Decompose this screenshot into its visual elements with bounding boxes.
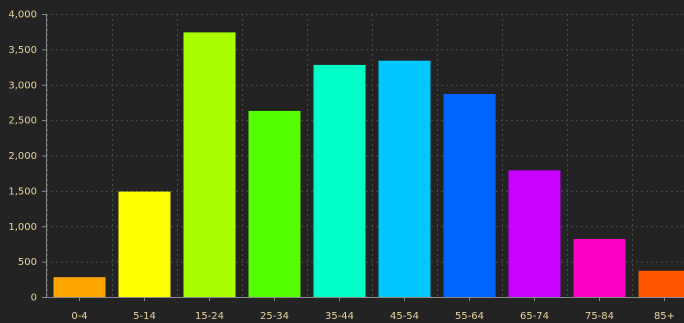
x-tick-label: 45-54 [390,311,419,322]
bar-35-44 [313,64,366,297]
x-tick-label: 65-74 [520,311,549,322]
y-tick-label: 2,000 [8,151,37,162]
y-tick-label: 4,000 [8,10,37,21]
bar-25-34 [248,110,301,298]
y-tick-label: 3,500 [8,45,37,56]
x-tick-label: 35-44 [325,311,354,322]
bars [53,32,684,298]
bar-85+ [638,270,684,297]
y-tick-label: 1,500 [8,186,37,197]
grid-lines [46,14,684,297]
y-tick-label: 3,000 [8,80,37,91]
x-tick-label: 85+ [654,311,675,322]
y-tick-label: 0 [31,293,37,304]
x-tick-label: 15-24 [195,311,224,322]
bar-0-4 [53,277,106,297]
y-tick-label: 500 [18,257,37,268]
y-tick-label: 2,500 [8,116,37,127]
x-tick-label: 75-84 [585,311,614,322]
bar-5-14 [118,191,171,297]
bar-75-84 [573,238,626,297]
bar-45-54 [378,60,431,297]
x-tick-label: 25-34 [260,311,289,322]
x-tick-label: 0-4 [71,311,87,322]
x-axis-tick-labels: 0-4 5-14 15-24 25-34 35-44 45-54 55-64 65-74 75-… [71,311,675,322]
x-tick-label: 5-14 [133,311,156,322]
bar-55-64 [443,93,496,297]
bar-15-24 [183,32,236,298]
x-tick-label: 55-64 [455,311,484,322]
axes [42,14,684,301]
y-axis-tick-labels: 0 500 1,000 1,500 2,000 2,500 3,000 3,500 4,000 [8,10,37,304]
y-tick-label: 1,000 [8,222,37,233]
bar-65-74 [508,170,561,297]
